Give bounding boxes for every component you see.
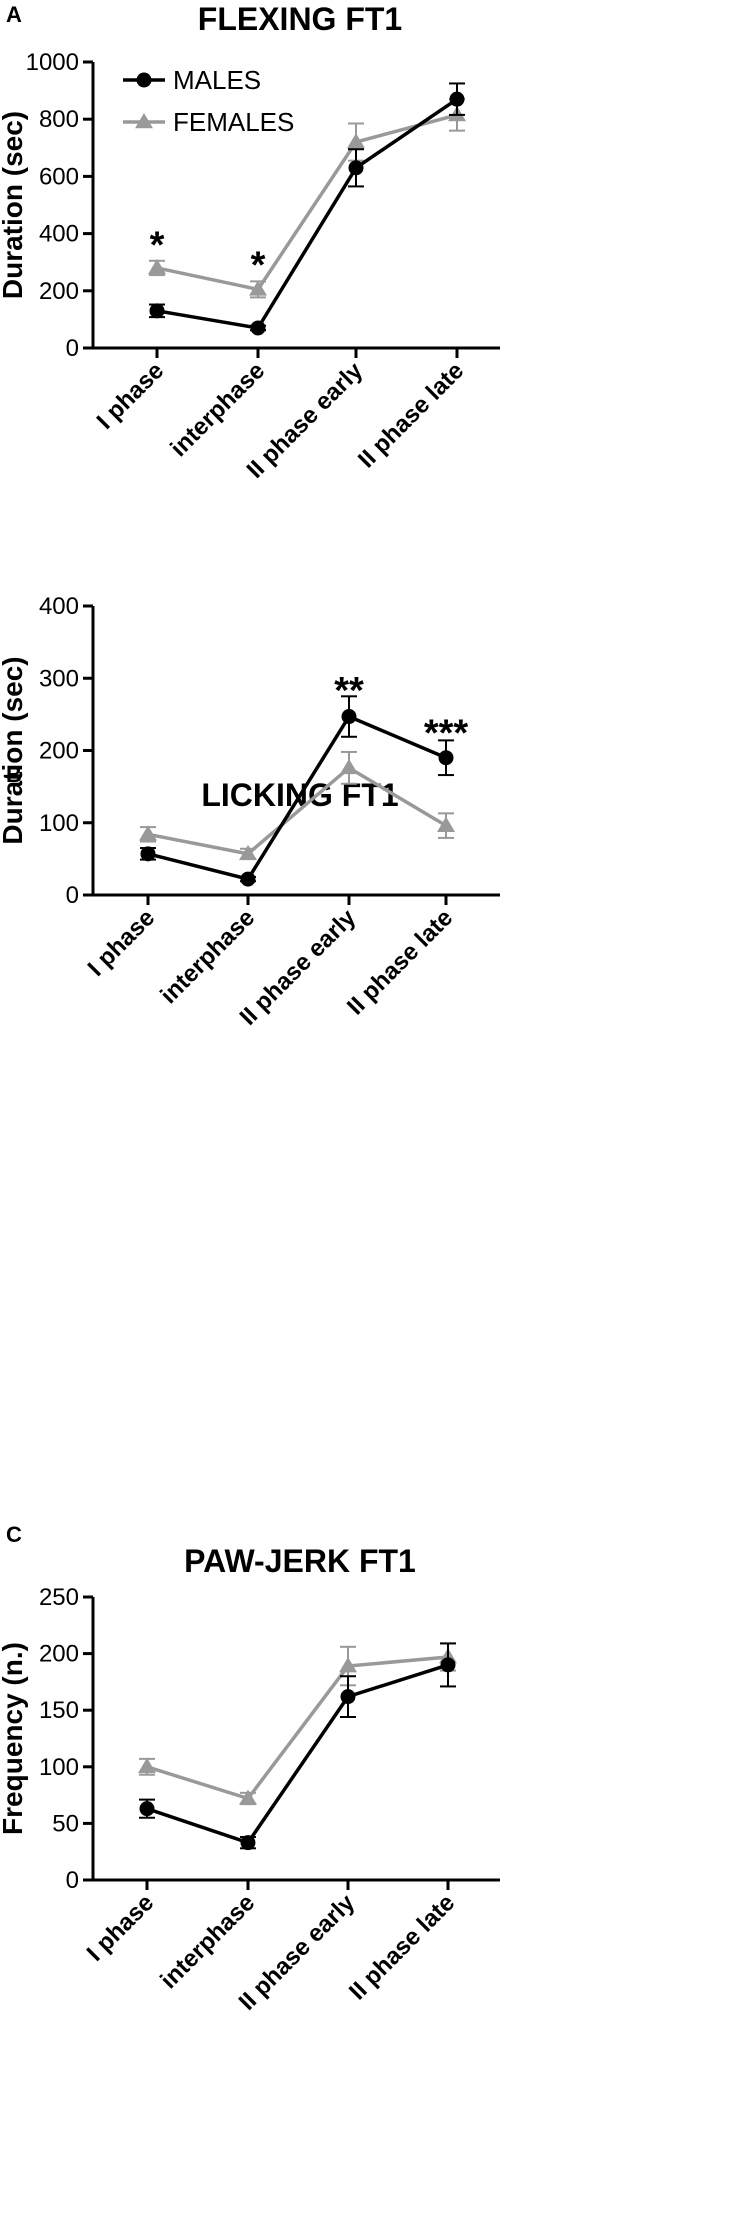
significance-label: **	[334, 670, 364, 712]
y-tick-label: 0	[66, 335, 79, 362]
y-tick-label: 200	[39, 738, 79, 765]
panel-letter: C	[6, 1522, 22, 1547]
series-line-females	[156, 113, 458, 292]
series-line-males	[147, 714, 447, 882]
data-point-females	[148, 258, 166, 275]
x-tick-label: interphase	[165, 357, 270, 462]
chart-title: PAW-JERK FT1	[184, 1543, 416, 1579]
data-point-females	[138, 1757, 156, 1774]
x-tick-label: I phase	[82, 1889, 160, 1967]
y-tick-label: 400	[39, 593, 79, 620]
panel-letter: A	[6, 2, 22, 27]
y-tick-label: 0	[66, 1867, 79, 1894]
panel-letter: B	[6, 762, 22, 787]
y-tick-label: 0	[66, 882, 79, 909]
x-tick-label: II phase late	[344, 1889, 460, 2005]
data-point-females	[249, 280, 267, 296]
legend-marker	[135, 113, 153, 129]
data-point-males	[140, 846, 156, 862]
y-tick-label: 200	[39, 1641, 79, 1668]
x-tick-label: interphase	[155, 904, 260, 1009]
panel-c: C PAW-JERK FT1 Frequency (n.) 0 50 100 150 200…	[0, 1520, 746, 2213]
significance-label: *	[150, 225, 165, 267]
y-axis-label: Frequency (n.)	[0, 1642, 28, 1835]
x-tick-label: II phase late	[353, 357, 469, 473]
series-line-males	[156, 97, 458, 330]
y-tick-label: 50	[52, 1810, 79, 1837]
x-tick-label: interphase	[155, 1889, 260, 1994]
chart-title: FLEXING FT1	[198, 1, 402, 37]
series-line-females	[147, 765, 447, 856]
data-point-males	[240, 871, 256, 887]
chart-paw-jerk: PAW-JERK FT1 Frequency (n.) 0 50 100 150 200 25…	[0, 1543, 500, 2016]
data-point-males	[139, 1801, 155, 1817]
y-tick-label: 100	[39, 810, 79, 837]
series-line-males	[146, 1663, 449, 1845]
y-tick-label: 400	[39, 221, 79, 248]
panel-a: A FLEXING FT1 Duration (sec) 0 200 400 600 800…	[0, 0, 746, 735]
data-point-males	[438, 750, 454, 766]
x-tick-label: I phase	[83, 904, 161, 982]
significance-label: ***	[424, 713, 469, 755]
data-point-females	[340, 758, 358, 775]
data-point-males	[149, 303, 165, 319]
y-tick-label: 300	[39, 665, 79, 692]
y-axis-label: Duration (sec)	[0, 656, 28, 844]
legend-label: MALES	[173, 65, 261, 95]
y-tick-label: 200	[39, 278, 79, 305]
data-point-males	[341, 709, 357, 725]
panel-b: B LICKING FT1 Duration (sec) 0 100 200 300 400…	[0, 593, 746, 1495]
data-point-males	[440, 1657, 456, 1673]
legend-marker	[136, 72, 152, 88]
y-tick-label: 250	[39, 1584, 79, 1611]
data-point-females	[347, 133, 365, 149]
y-tick-label: 800	[39, 106, 79, 133]
data-point-females	[239, 844, 257, 861]
data-point-males	[250, 320, 266, 336]
x-tick-label: I phase	[92, 357, 170, 435]
data-point-females	[339, 1657, 357, 1673]
legend-label: FEMALES	[173, 107, 294, 137]
data-point-males	[449, 91, 465, 107]
data-point-males	[340, 1689, 356, 1705]
data-point-males	[240, 1835, 256, 1851]
chart-flexing: FLEXING FT1 Duration (sec) 0 200 400 600 800 10…	[0, 1, 500, 484]
significance-label: *	[251, 245, 266, 287]
series-line-females	[146, 1655, 449, 1801]
data-point-females	[437, 816, 455, 832]
data-point-males	[348, 160, 364, 176]
data-point-females	[139, 825, 157, 841]
y-tick-label: 1000	[26, 49, 79, 76]
y-axis-label: Duration (sec)	[0, 111, 28, 299]
data-point-females	[239, 1789, 257, 1805]
y-tick-label: 600	[39, 163, 79, 190]
y-tick-label: 150	[39, 1697, 79, 1724]
y-tick-label: 100	[39, 1754, 79, 1781]
